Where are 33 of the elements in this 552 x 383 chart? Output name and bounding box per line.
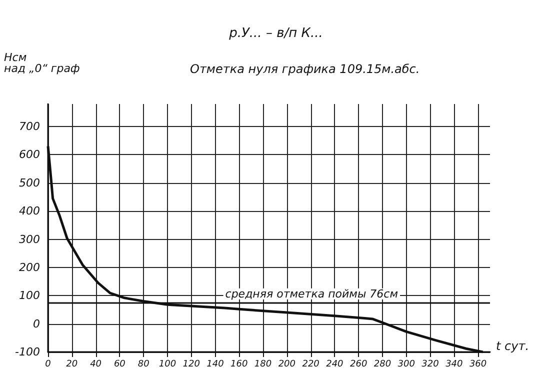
chart-subtitle: Отметка нуля графика 109.15м.абс. (190, 62, 420, 76)
chart-title: р.У... – в/п К... (228, 26, 323, 41)
x-tick-label: 20 (66, 360, 78, 370)
x-tick-label: 320 (422, 360, 440, 370)
x-tick-label: 0 (45, 360, 52, 370)
x-axis-title: t сут. (496, 339, 530, 353)
x-tick-label: 240 (326, 360, 344, 370)
x-tick-label: 300 (398, 360, 416, 370)
x-tick-label: 40 (90, 360, 102, 370)
x-tick-label: 160 (230, 360, 248, 370)
x-tick-label: 180 (254, 360, 272, 370)
y-tick-label: 200 (19, 260, 40, 274)
y-axis-title: Нсм над „0“ граф (4, 51, 80, 75)
y-tick-label: 600 (19, 148, 40, 162)
x-tick-label: 140 (206, 360, 224, 370)
x-tick-label: 120 (182, 360, 200, 370)
y-tick-label: 0 (33, 317, 40, 330)
ref-line-label: средняя отметка поймы 76см (225, 287, 398, 300)
y-tick-label: 300 (19, 232, 40, 246)
y-tick-label: 100 (19, 289, 40, 302)
x-tick-label: 220 (302, 360, 320, 370)
x-tick-label: 360 (469, 360, 487, 370)
x-tick-label: 200 (278, 360, 296, 370)
x-tick-label: 340 (446, 360, 464, 370)
y-tick-label: -100 (15, 346, 40, 358)
x-tick-label: 260 (350, 360, 368, 370)
x-tick-label: 60 (114, 360, 126, 370)
y-tick-label: 400 (19, 204, 40, 218)
y-tick-label: 700 (19, 120, 40, 134)
x-tick-label: 280 (374, 360, 392, 370)
x-tick-label: 80 (138, 360, 150, 370)
y-tick-label: 500 (19, 176, 40, 190)
x-tick-label: 100 (158, 360, 176, 370)
